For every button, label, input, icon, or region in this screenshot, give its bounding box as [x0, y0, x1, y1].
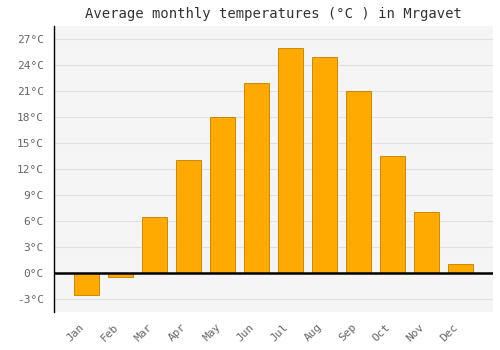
- Bar: [74, 273, 99, 295]
- Bar: [380, 156, 405, 273]
- Bar: [312, 57, 337, 273]
- Title: Average monthly temperatures (°C ) in Mrgavet: Average monthly temperatures (°C ) in Mr…: [85, 7, 462, 21]
- Bar: [346, 91, 371, 273]
- Bar: [108, 273, 133, 277]
- Bar: [448, 264, 473, 273]
- Bar: [278, 48, 303, 273]
- Bar: [244, 83, 269, 273]
- Bar: [176, 160, 201, 273]
- Bar: [210, 117, 235, 273]
- Bar: [142, 217, 167, 273]
- Bar: [414, 212, 439, 273]
